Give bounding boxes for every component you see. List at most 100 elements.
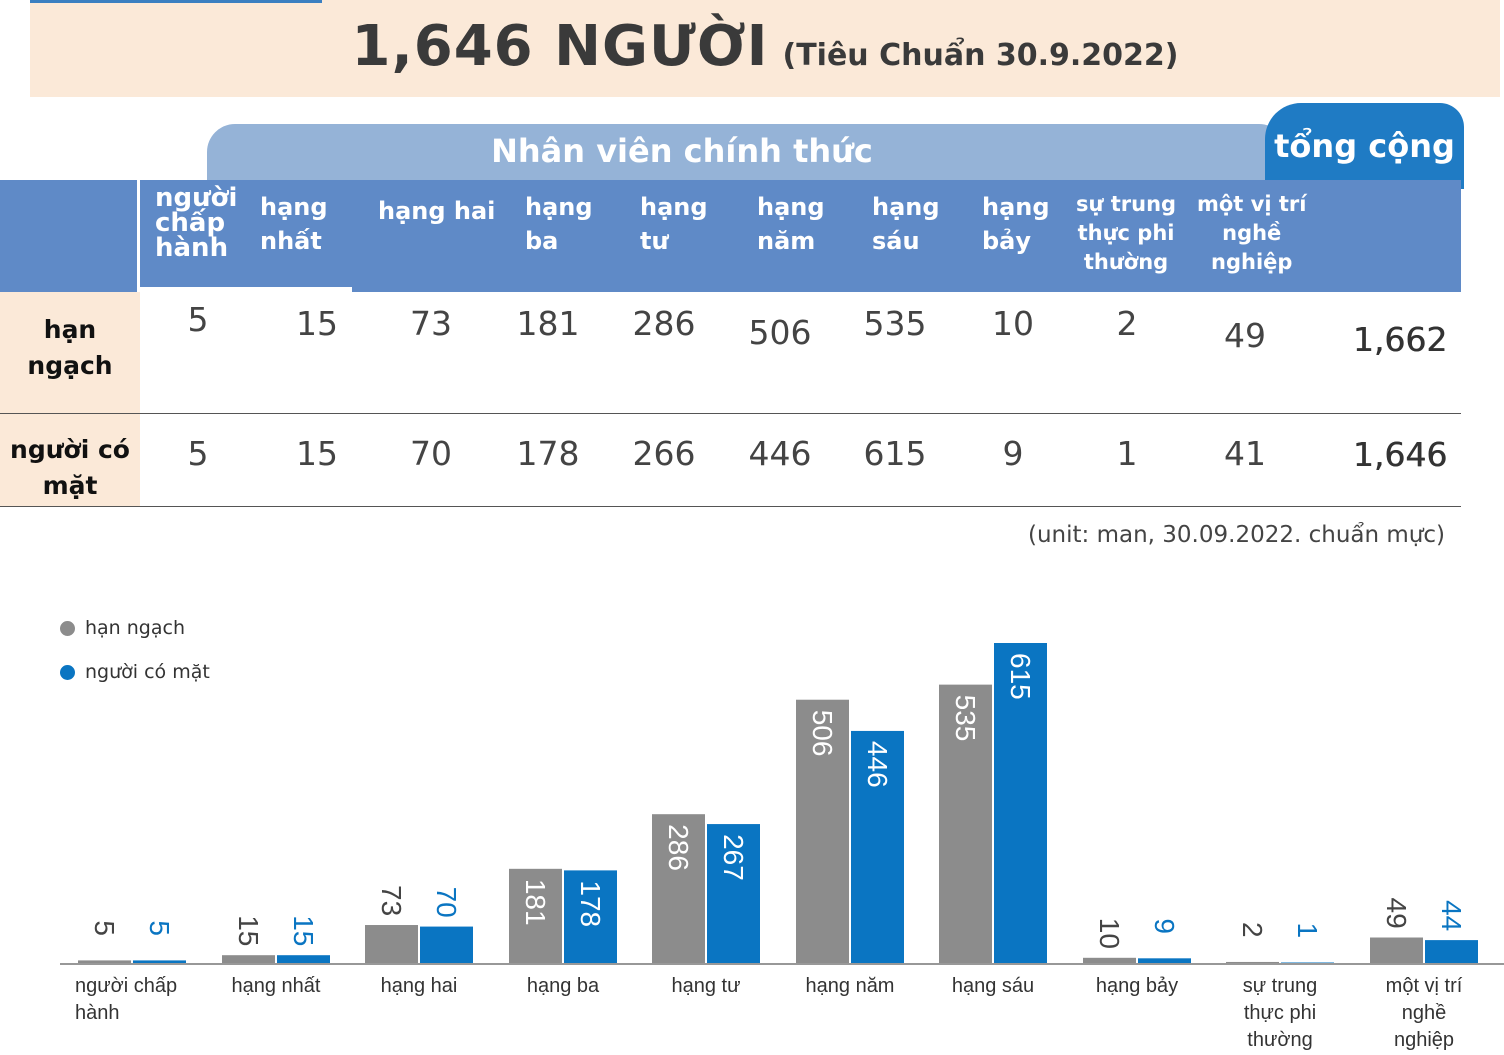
column-header-line: ba — [525, 227, 559, 255]
bar-quota — [939, 684, 992, 963]
table-header-row — [0, 180, 1461, 292]
header-divider — [137, 180, 140, 292]
bar-value-label: 49 — [1381, 898, 1412, 929]
table-cell: 15 — [296, 304, 338, 343]
bar-present — [851, 730, 904, 963]
bar-present — [1425, 940, 1478, 963]
bar-present — [564, 870, 617, 963]
column-header-line: hạng — [982, 193, 1050, 221]
table-cell: 5 — [187, 434, 209, 473]
title-accent-line — [30, 0, 322, 3]
bar-quota — [509, 868, 562, 963]
table-cell: 178 — [516, 434, 580, 473]
bar-value-label: 615 — [1005, 653, 1036, 700]
column-header-line: thực phi — [1077, 221, 1175, 245]
group-header-label: Nhân viên chính thức — [491, 132, 873, 170]
bar-quota — [222, 955, 275, 963]
table-cell: 181 — [516, 304, 580, 343]
title-main: 1,646 NGƯỜI — [351, 14, 769, 79]
column-header-line: hạng — [640, 193, 708, 221]
bar-value-label: 286 — [663, 824, 694, 871]
table-cell: 446 — [748, 434, 812, 473]
table-cell: 9 — [1002, 434, 1024, 473]
bar-present — [994, 643, 1047, 963]
column-header: hạng tư — [640, 190, 708, 258]
bar-quota — [1226, 961, 1279, 963]
bar-value-label: 1 — [1292, 922, 1323, 938]
bar-present — [1138, 958, 1191, 963]
bar-quota — [796, 699, 849, 963]
bar-value-label: 9 — [1149, 918, 1180, 934]
x-tick-label: hạng nhất — [232, 975, 321, 997]
column-header-line: sự trung — [1076, 192, 1177, 216]
bar-present — [420, 926, 473, 963]
bar-value-label: 44 — [1436, 900, 1467, 931]
x-tick-label: hạng tư — [672, 975, 741, 997]
table-cell: 615 — [863, 434, 927, 473]
row-label: người có mặt — [0, 414, 140, 506]
bar-value-label: 15 — [233, 915, 264, 946]
x-tick-label: hạng bảy — [1096, 975, 1178, 997]
legend-label-present: người có mặt — [85, 661, 210, 683]
bar-quota — [1083, 957, 1136, 963]
table-total-cell: 1,662 — [1352, 320, 1448, 359]
column-header: hạng năm — [757, 190, 825, 258]
bar-value-label: 506 — [807, 710, 838, 757]
bar-quota — [1370, 937, 1423, 963]
table-cell: 73 — [410, 304, 452, 343]
bar-present — [707, 824, 760, 963]
column-header-line: hành — [155, 233, 229, 263]
row-label-line: hạn ngạch — [27, 315, 113, 380]
bar-value-label: 2 — [1237, 922, 1268, 938]
table-cell: 5 — [187, 300, 209, 339]
column-header: hạng bảy — [982, 190, 1050, 258]
x-tick-label: hạng sáu — [952, 975, 1034, 997]
column-header-line: hạng — [260, 193, 328, 221]
bar-value-label: 535 — [950, 695, 981, 742]
x-tick-label: hạng năm — [806, 975, 895, 997]
bar-value-label: 10 — [1094, 918, 1125, 949]
title-band: 1,646 NGƯỜI (Tiêu Chuẩn 30.9.2022) — [30, 0, 1500, 97]
bar-present — [1281, 962, 1334, 963]
column-header-line: hạng — [757, 193, 825, 221]
column-header: một vị trí nghề nghiệp — [1197, 190, 1306, 277]
column-header-line: năm — [757, 227, 816, 255]
column-header-line: người — [155, 183, 238, 213]
table-cell: 286 — [632, 304, 696, 343]
column-header: hạng hai — [378, 194, 495, 228]
bar-value-label: 178 — [575, 880, 606, 927]
table-cell: 49 — [1224, 316, 1266, 355]
column-header: sự trung thực phi thường — [1076, 190, 1176, 277]
header-notch — [140, 287, 352, 292]
row-label-line: mặt — [42, 471, 98, 500]
x-tick-label: hạng hai — [381, 975, 458, 997]
legend-item-quota: hạn ngạch — [60, 617, 185, 639]
bar-quota — [78, 960, 131, 963]
table-cell: 10 — [992, 304, 1034, 343]
column-header-line: sáu — [872, 227, 920, 255]
column-header-line: tư — [640, 227, 669, 255]
bar-quota — [652, 814, 705, 963]
table-cell: 2 — [1116, 304, 1138, 343]
table-cell: 1 — [1116, 434, 1138, 473]
row-label-line: người có — [10, 435, 130, 464]
table-cell: 266 — [632, 434, 696, 473]
x-tick-label: sự trung thực phi thường — [1243, 975, 1318, 1051]
bar-value-label: 446 — [862, 741, 893, 788]
row-label: hạn ngạch — [0, 292, 140, 413]
column-header: hạng ba — [525, 190, 593, 258]
column-header: hạng sáu — [872, 190, 940, 258]
column-header-line: chấp — [155, 208, 226, 238]
column-header-line: bảy — [982, 227, 1032, 255]
legend-dot-quota — [60, 621, 75, 636]
bar-chart: 5 5 người chấp hành 15 15 hạng nhất 73 70 hạng ha… — [60, 643, 1504, 1051]
table-cell: 41 — [1224, 434, 1266, 473]
legend-label-quota: hạn ngạch — [85, 617, 186, 639]
bar-value-label: 73 — [376, 885, 407, 916]
bar-value-label: 70 — [431, 887, 462, 918]
x-tick-label: hạng ba — [527, 975, 600, 997]
column-header-line: thường — [1083, 250, 1169, 274]
column-header-line: hạng hai — [378, 197, 496, 225]
total-header: tổng cộng — [1265, 103, 1464, 189]
table-cell: 506 — [748, 313, 812, 352]
